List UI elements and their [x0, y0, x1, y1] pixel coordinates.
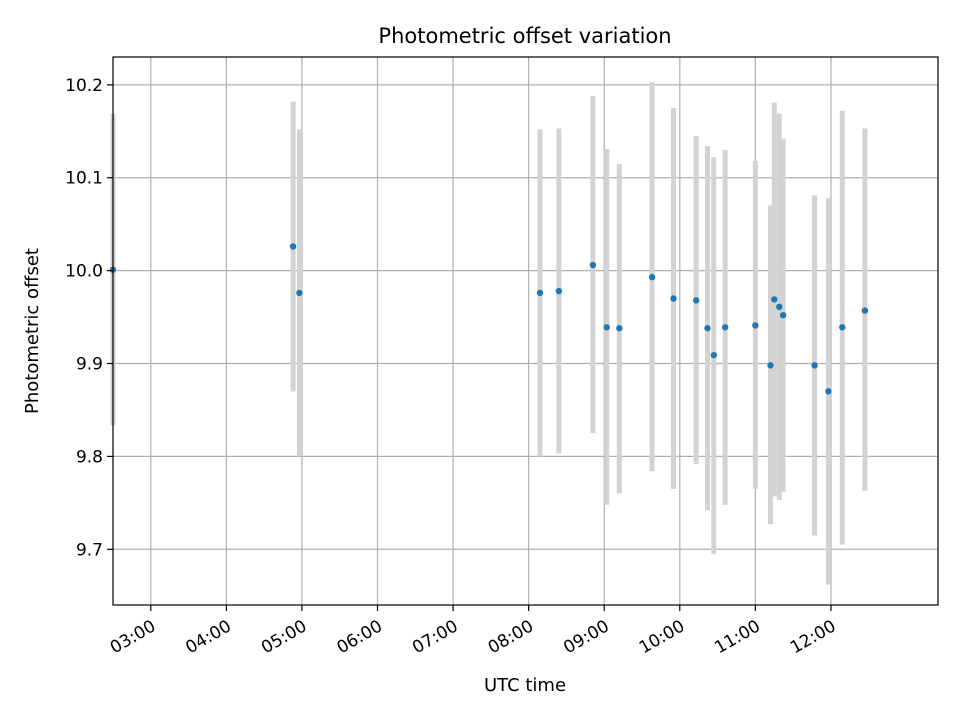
- data-point: [771, 296, 778, 303]
- y-tick-label: 9.9: [76, 355, 103, 375]
- data-point: [710, 351, 718, 359]
- x-axis-label: UTC time: [484, 675, 566, 696]
- data-point: [603, 324, 610, 331]
- data-point: [779, 312, 787, 319]
- y-tick-label: 10.0: [65, 262, 103, 282]
- data-point: [536, 289, 544, 297]
- data-point: [776, 303, 783, 311]
- data-point: [589, 261, 597, 269]
- data-point: [825, 388, 832, 395]
- data-point: [692, 297, 700, 304]
- y-tick-label: 9.7: [76, 540, 103, 560]
- data-point: [555, 287, 563, 295]
- data-point: [704, 325, 711, 332]
- data-point: [752, 322, 759, 329]
- data-points: [109, 243, 869, 395]
- y-tick-label: 10.2: [65, 76, 103, 96]
- data-point: [767, 362, 774, 369]
- data-point: [721, 324, 729, 331]
- data-point: [839, 324, 846, 331]
- y-axis-ticks: 9.7 9.8 9.9 10.0 10.1 10.2: [65, 76, 113, 560]
- data-point: [861, 307, 869, 314]
- y-tick-label: 9.8: [76, 447, 103, 467]
- data-point: [648, 273, 656, 281]
- data-point: [296, 289, 303, 297]
- data-point: [670, 295, 677, 302]
- plot-frame: [112, 56, 939, 606]
- chart-title: Photometric offset variation: [378, 24, 671, 48]
- data-point: [289, 243, 297, 250]
- y-tick-label: 10.1: [65, 169, 103, 189]
- data-point: [811, 362, 818, 369]
- y-axis-label: Photometric offset: [22, 248, 43, 414]
- data-point: [616, 325, 623, 332]
